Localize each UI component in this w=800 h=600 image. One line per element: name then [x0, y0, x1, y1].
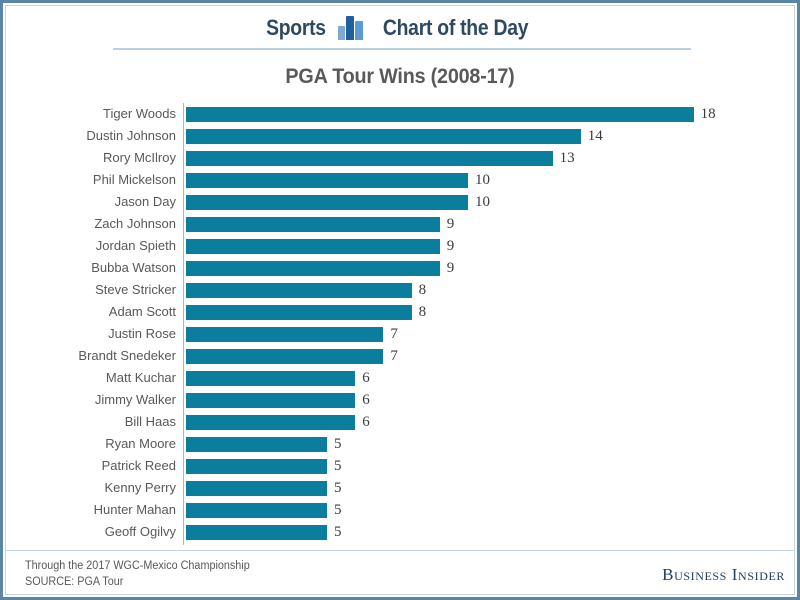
- bar-row: Hunter Mahan 5: [3, 499, 797, 521]
- bar-category-label: Jordan Spieth: [95, 238, 176, 253]
- bar-value-label: 18: [700, 106, 716, 122]
- bar: [186, 459, 327, 474]
- bar-value-label: 14: [587, 128, 603, 144]
- bar-category-label: Justin Rose: [108, 326, 176, 341]
- bar-row: Adam Scott 8: [3, 301, 797, 323]
- bar-category-label: Geoff Ogilvy: [104, 524, 176, 539]
- bar: [186, 525, 327, 540]
- bar-value-label: 9: [446, 238, 455, 254]
- business-insider-logo: Business Insider: [662, 565, 785, 584]
- bar-chart-plot-area: Tiger Woods 18 Dustin Johnson 14 Rory McIlro…: [3, 103, 797, 548]
- bar-category-label: Brandt Snedeker: [78, 348, 176, 363]
- bar: [186, 129, 581, 144]
- bar: [186, 305, 412, 320]
- bar-category-label: Kenny Perry: [104, 480, 176, 495]
- bar-value-label: 5: [334, 458, 342, 474]
- bar-category-label: Tiger Woods: [103, 106, 176, 121]
- bar: [186, 261, 440, 276]
- bar: [186, 327, 384, 342]
- bar-row: Bill Haas 6: [3, 411, 797, 433]
- bar: [186, 283, 412, 298]
- bar: [186, 415, 356, 430]
- chart-footer: Through the 2017 WGC-Mexico Championship…: [3, 552, 797, 597]
- page-title: PGA Tour Wins (2008-17): [285, 65, 515, 88]
- bar-category-label: Jimmy Walker: [94, 392, 176, 407]
- bar-row: Bubba Watson 9: [3, 257, 797, 279]
- bar: [186, 217, 440, 232]
- chart-card-inner-border: [5, 5, 795, 595]
- bar-category-label: Matt Kuchar: [105, 370, 176, 385]
- bar-chart-icon-bar-2: [346, 16, 355, 40]
- bar-row: Rory McIlroy 13: [3, 147, 797, 169]
- bar-category-label: Jason Day: [114, 194, 176, 209]
- bar-value-label: 6: [362, 414, 370, 430]
- bar: [186, 239, 440, 254]
- y-axis-line: [183, 103, 184, 545]
- bar-row: Brandt Snedeker 7: [3, 345, 797, 367]
- chart-of-the-day-header: Sports Chart of the Day: [3, 7, 797, 49]
- bar-category-label: Ryan Moore: [105, 436, 176, 451]
- bar: [186, 437, 327, 452]
- header-category-label: Sports: [265, 15, 326, 40]
- bar: [186, 151, 553, 166]
- bar-category-label: Rory McIlroy: [103, 150, 176, 165]
- bar-category-label: Zach Johnson: [94, 216, 176, 231]
- footnote-line-2: SOURCE: PGA Tour: [25, 576, 124, 588]
- bar-chart-icon: [338, 16, 364, 40]
- bar-value-label: 7: [390, 326, 398, 342]
- bar-value-label: 5: [334, 436, 342, 452]
- bar-row: Ryan Moore 5: [3, 433, 797, 455]
- bar: [186, 195, 468, 210]
- bar-value-label: 8: [418, 282, 427, 298]
- bar-value-label: 7: [390, 348, 398, 364]
- bar-row: Justin Rose 7: [3, 323, 797, 345]
- bar-value-label: 5: [334, 480, 342, 496]
- bar-category-label: Dustin Johnson: [86, 128, 176, 143]
- bar-category-label: Steve Stricker: [95, 282, 176, 297]
- bar-value-label: 13: [559, 150, 575, 166]
- bar-value-label: 10: [475, 172, 490, 188]
- bar-row: Dustin Johnson 14: [3, 125, 797, 147]
- bar-category-label: Hunter Mahan: [93, 502, 176, 517]
- bar-category-label: Adam Scott: [108, 304, 176, 319]
- bar: [186, 503, 327, 518]
- footnote: Through the 2017 WGC-Mexico Championship…: [25, 558, 250, 590]
- header-divider: [113, 48, 691, 50]
- footer-divider: [5, 550, 795, 551]
- bar-row: Jordan Spieth 9: [3, 235, 797, 257]
- bar-row: Tiger Woods 18: [3, 103, 797, 125]
- bar: [186, 349, 384, 364]
- bar-value-label: 6: [362, 392, 370, 408]
- bar: [186, 481, 327, 496]
- bar-row: Matt Kuchar 6: [3, 367, 797, 389]
- bar-value-label: 5: [334, 502, 342, 518]
- bar-row: Patrick Reed 5: [3, 455, 797, 477]
- bar-row: Jason Day 10: [3, 191, 797, 213]
- header-series-label: Chart of the Day: [383, 15, 529, 40]
- bar-row: Steve Stricker 8: [3, 279, 797, 301]
- bar-row: Kenny Perry 5: [3, 477, 797, 499]
- bar-row: Geoff Ogilvy 5: [3, 521, 797, 543]
- bar-chart-icon-bar-1: [338, 26, 346, 40]
- bar-value-label: 9: [446, 216, 455, 232]
- bar: [186, 393, 356, 408]
- bar-value-label: 10: [475, 194, 490, 210]
- bar-row: Jimmy Walker 6: [3, 389, 797, 411]
- bar: [186, 371, 356, 386]
- bar-category-label: Patrick Reed: [101, 458, 176, 473]
- footnote-line-1: Through the 2017 WGC-Mexico Championship: [25, 560, 250, 572]
- bar-category-label: Bill Haas: [124, 414, 176, 429]
- bar-value-label: 5: [334, 524, 342, 540]
- bar-row: Phil Mickelson 10: [3, 169, 797, 191]
- bar: [186, 173, 468, 188]
- bar-row: Zach Johnson 9: [3, 213, 797, 235]
- bar-chart-icon-bar-3: [355, 21, 364, 40]
- bar-value-label: 8: [418, 304, 427, 320]
- bar-value-label: 6: [362, 370, 370, 386]
- bar-value-label: 9: [446, 260, 455, 276]
- bar: [186, 107, 694, 122]
- bar-category-label: Phil Mickelson: [92, 172, 176, 187]
- bar-category-label: Bubba Watson: [91, 260, 176, 275]
